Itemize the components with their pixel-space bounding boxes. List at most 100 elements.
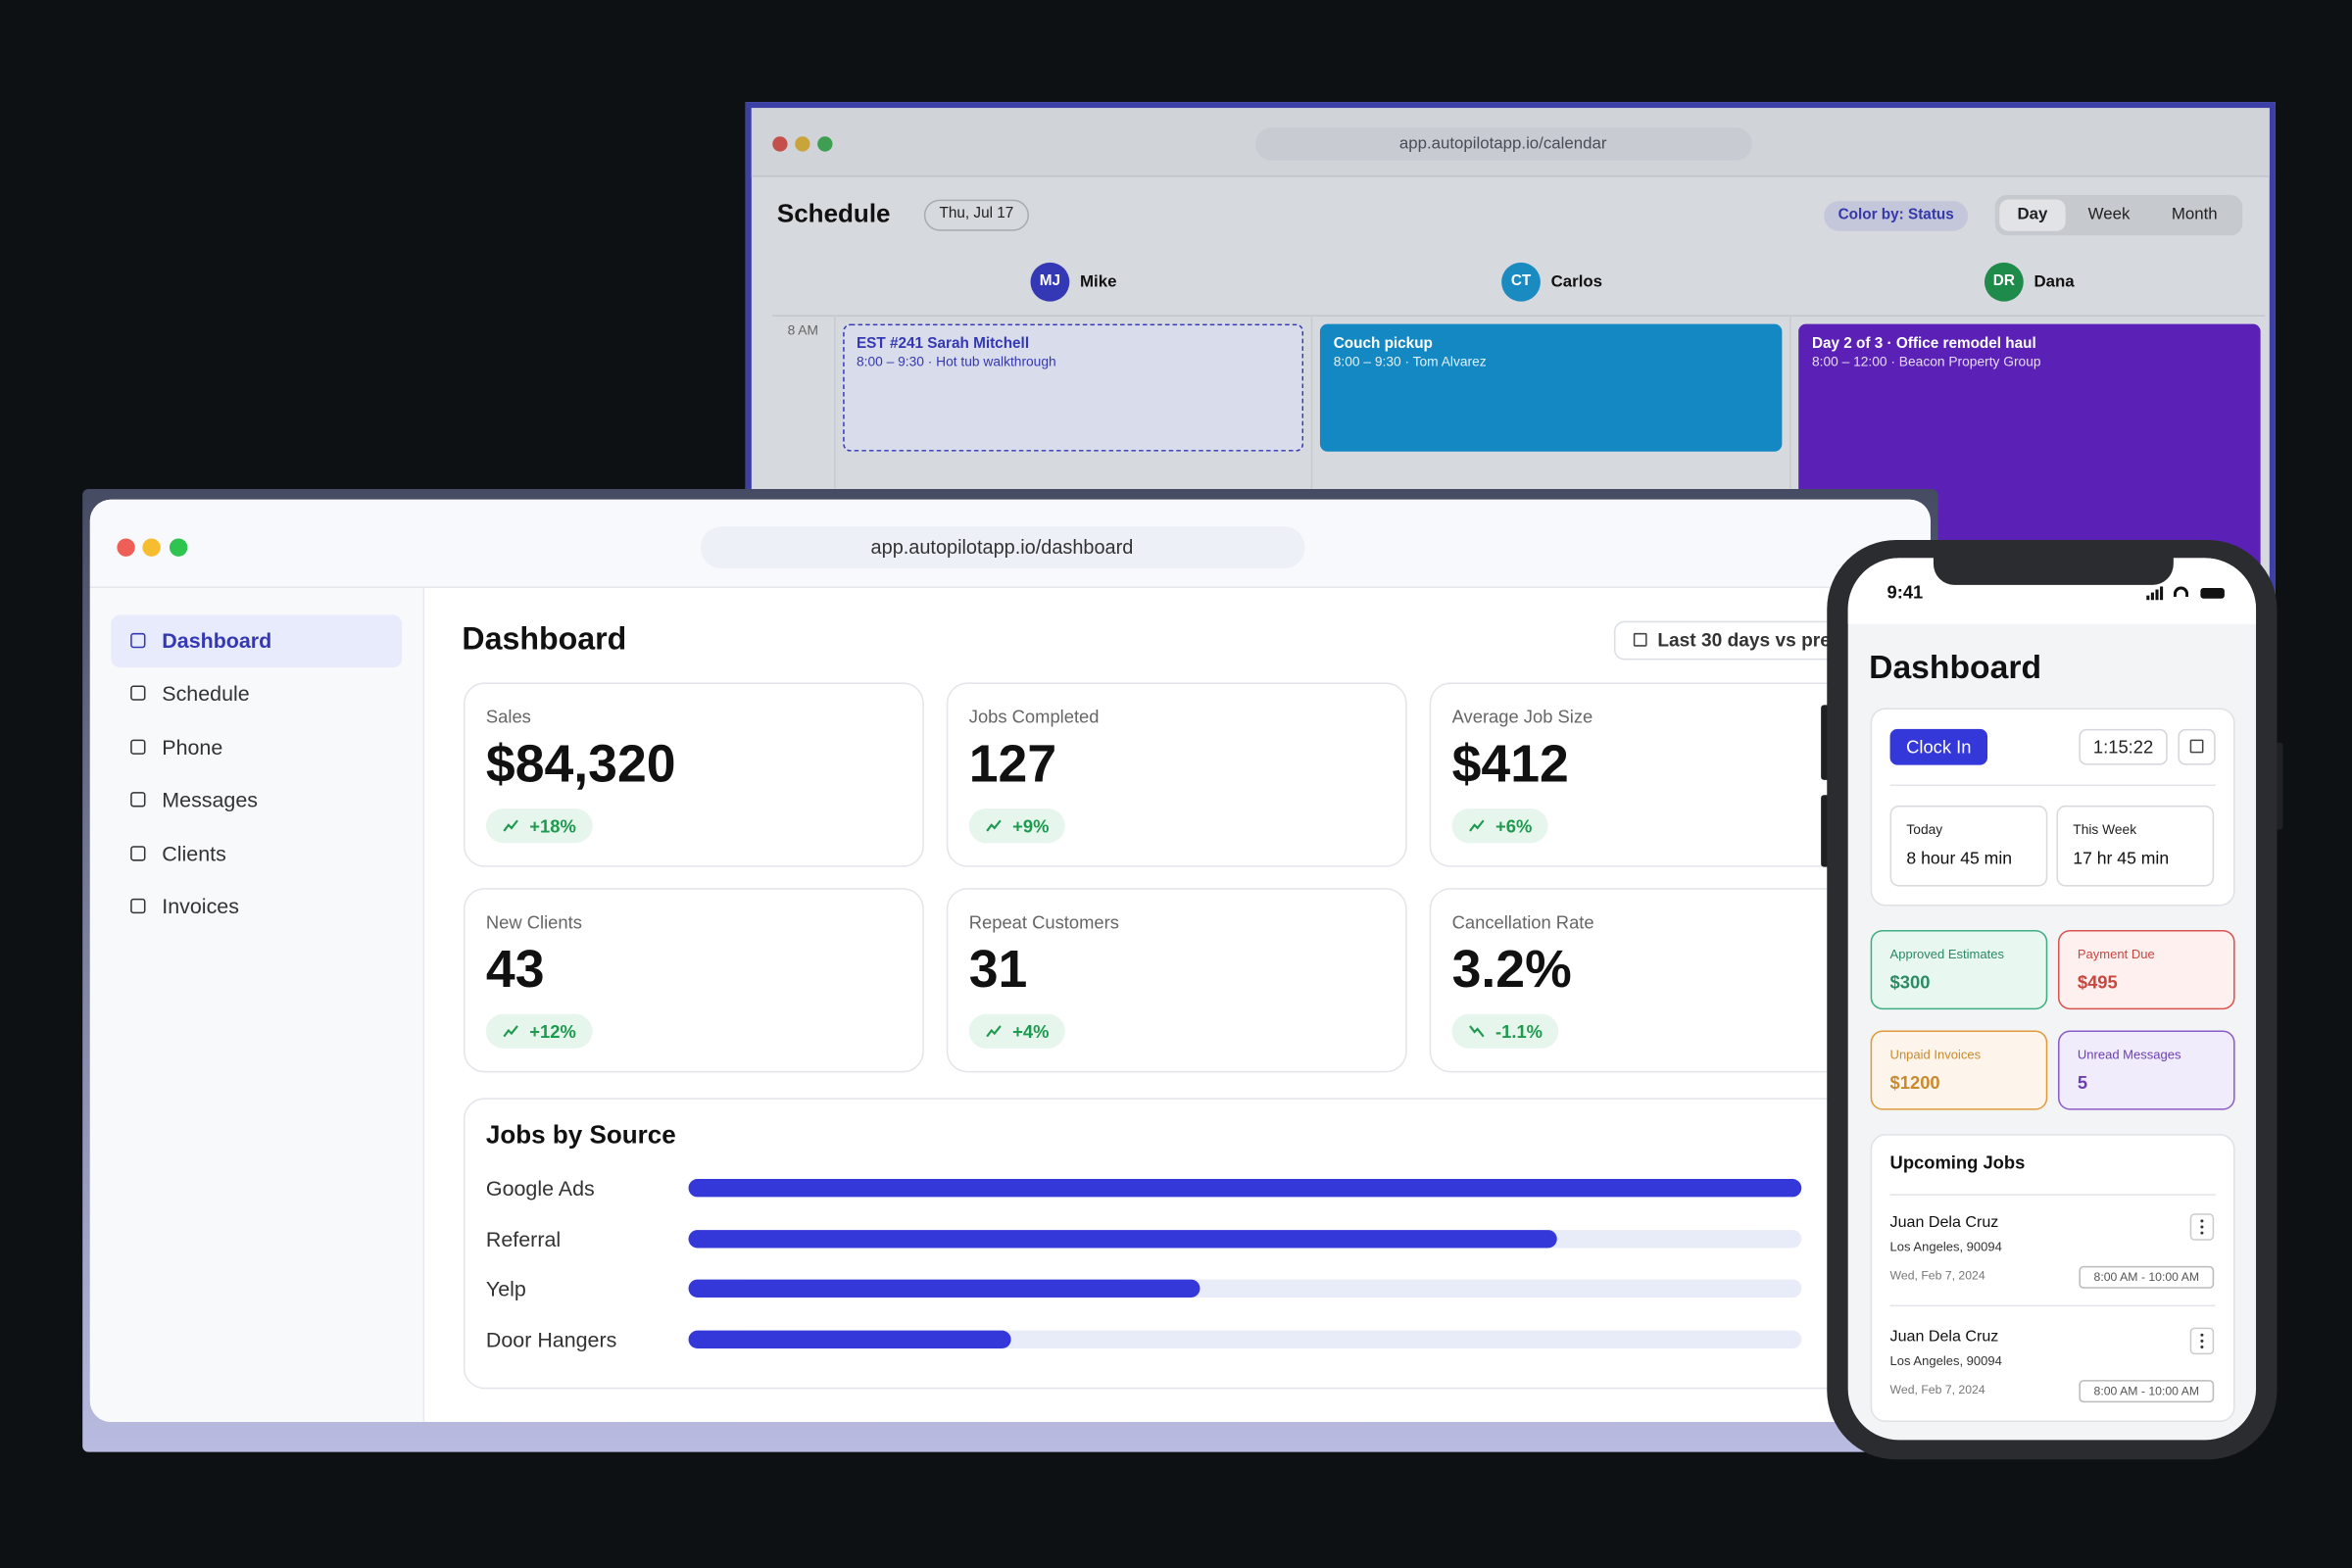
nav-icon — [130, 632, 146, 649]
kpi-change-text: +6% — [1495, 814, 1533, 837]
hours-label: This Week — [2073, 821, 2137, 838]
event-title: Day 2 of 3 · Office remodel haul — [1811, 335, 2036, 353]
time-label: 8 AM — [787, 322, 818, 338]
event — [843, 323, 1304, 452]
column-line — [1789, 315, 1791, 646]
phone-title: Dashboard — [1869, 648, 2042, 686]
divider — [1889, 1194, 2216, 1196]
staff-name: Dana — [2034, 272, 2075, 291]
nav-icon — [130, 686, 146, 702]
menu-dot — [2200, 1333, 2204, 1337]
tile-value: $495 — [2077, 971, 2118, 994]
time-pill — [2079, 1380, 2215, 1403]
nav-item[interactable]: Messages — [162, 787, 258, 812]
kpi-change-text: +9% — [1012, 814, 1050, 837]
tile-label: Unread Messages — [2077, 1047, 2181, 1062]
clock-in-button[interactable] — [1889, 728, 1988, 765]
url: app.autopilotapp.io/dashboard — [870, 535, 1134, 559]
hours-box — [2056, 805, 2215, 887]
divider — [772, 315, 2266, 317]
kpi-label: Jobs Completed — [968, 706, 1100, 728]
tile-label: Approved Estimates — [1889, 946, 2005, 962]
tile-value: $1200 — [1889, 1072, 1940, 1094]
event-detail: 8:00 – 12:00 · Beacon Property Group — [1811, 354, 2041, 369]
menu-button[interactable] — [2189, 1327, 2215, 1355]
signal-bar — [2146, 595, 2150, 601]
nav-item[interactable]: Schedule — [162, 681, 250, 706]
hours-box — [1889, 805, 2048, 887]
job-name: Juan Dela Cruz — [1889, 1213, 1999, 1232]
signal-bar — [2160, 586, 2164, 601]
kpi-label: Average Job Size — [1451, 706, 1593, 728]
kpi-change-text: +18% — [529, 814, 576, 837]
icon — [2189, 739, 2204, 754]
menu-dot — [2200, 1345, 2204, 1349]
job-time: 8:00 AM - 10:00 AM — [2093, 1383, 2200, 1397]
window-dot — [142, 538, 161, 557]
menu-button[interactable] — [2189, 1213, 2215, 1241]
menu-dot — [2200, 1339, 2204, 1343]
avatar-initials: MJ — [1039, 272, 1061, 290]
job-date: Wed, Feb 7, 2024 — [1889, 1383, 1985, 1396]
tile-value: $300 — [1889, 971, 1931, 994]
view-option: Day — [2017, 205, 2048, 224]
color-by: Color by: Status — [1838, 207, 1954, 224]
job-time: 8:00 AM - 10:00 AM — [2093, 1269, 2200, 1284]
kpi-value: $84,320 — [485, 734, 676, 794]
view-option: Week — [2087, 205, 2131, 224]
divider — [1889, 784, 2216, 787]
event — [1319, 323, 1783, 452]
view-option: Month — [2171, 205, 2218, 224]
stat-tile — [2057, 1030, 2235, 1110]
staff-name: Mike — [1080, 272, 1117, 291]
kpi-label: Cancellation Rate — [1451, 911, 1594, 934]
signal-bar — [2155, 589, 2159, 601]
icon-button[interactable] — [2178, 728, 2216, 765]
kpi-change: +18% — [485, 808, 593, 844]
job-address: Los Angeles, 90094 — [1889, 1239, 2002, 1254]
trend-icon — [986, 1025, 1002, 1038]
trend-icon — [503, 1025, 518, 1038]
hours-value: 8 hour 45 min — [1906, 850, 2013, 869]
kpi-change-text: -1.1% — [1495, 1020, 1544, 1043]
nav-item[interactable]: Clients — [162, 841, 226, 865]
tile-label: Payment Due — [2077, 946, 2155, 962]
avatar — [1501, 262, 1541, 302]
kpi-change: +4% — [968, 1013, 1066, 1049]
time-pill — [2079, 1265, 2215, 1289]
hours-value: 17 hr 45 min — [2073, 850, 2170, 869]
event-detail: 8:00 – 9:30 · Tom Alvarez — [1333, 354, 1487, 369]
kpi-label: Repeat Customers — [968, 911, 1119, 934]
calendar-icon — [1633, 632, 1647, 647]
kpi-change: +6% — [1451, 808, 1549, 844]
page-title: Dashboard — [462, 622, 627, 658]
url-bar — [700, 526, 1305, 569]
tile-value: 5 — [2077, 1072, 2088, 1094]
avatar-initials: DR — [1992, 272, 2015, 290]
nav-item[interactable]: Invoices — [162, 894, 239, 918]
side-button — [2274, 742, 2283, 830]
nav-icon — [130, 898, 146, 914]
kpi-change: -1.1% — [1451, 1013, 1559, 1049]
source-label: Door Hangers — [485, 1327, 617, 1352]
window-dot — [117, 538, 135, 557]
nav-item[interactable]: Dashboard — [162, 628, 272, 653]
column-line — [1310, 315, 1313, 646]
menu-dot — [2200, 1225, 2204, 1229]
date-range: Last 30 days vs pre — [1657, 629, 1831, 652]
kpi-change-text: +4% — [1012, 1020, 1050, 1043]
view-active — [1999, 199, 2066, 231]
upcoming-title: Upcoming Jobs — [1889, 1152, 2026, 1173]
timer-pill — [2079, 728, 2168, 765]
source-label: Yelp — [485, 1276, 526, 1301]
hours-label: Today — [1906, 821, 1943, 838]
nav-item[interactable]: Phone — [162, 734, 223, 760]
column-line — [834, 315, 836, 646]
stat-tile — [2057, 929, 2235, 1010]
source-label: Referral — [485, 1227, 562, 1251]
url-bar — [1255, 127, 1752, 161]
signal-bar — [2150, 592, 2154, 601]
clock-in: Clock In — [1906, 736, 1972, 758]
